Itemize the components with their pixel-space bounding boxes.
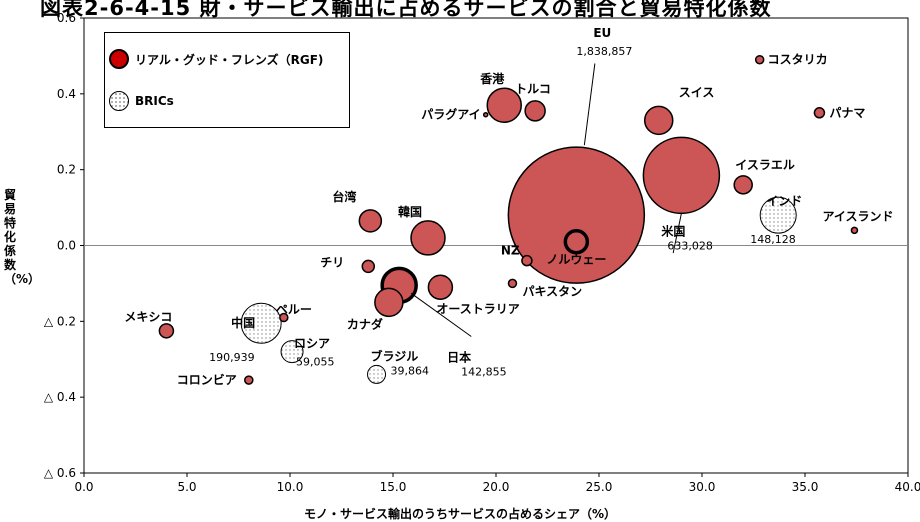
data-label-インド: インド [766,194,802,208]
legend-label-rgf: リアル・グッド・フレンズ（RGF) [135,52,324,67]
value-label-ブラジル: 39,864 [391,364,430,377]
bubble-パラグアイ [482,111,489,118]
data-label-EU: EU [593,26,611,40]
x-tick-label: 0.0 [74,480,93,494]
data-label-米国: 米国 [661,223,685,238]
value-label-中国: 190,939 [209,351,255,364]
data-label-パキスタン: パキスタン [522,284,582,298]
bubble-アイスランド [850,226,859,235]
x-tick-label: 10.0 [277,480,304,494]
y-tick-label: 0.0 [57,239,76,253]
bubble-台湾 [358,209,383,233]
y-tick-label: 0.6 [57,11,76,25]
bubble-ブラジル [367,364,387,384]
data-label-ブラジル: ブラジル [371,348,419,363]
data-label-メキシコ: メキシコ [124,310,172,324]
data-label-ノルウェー: ノルウェー [546,253,606,267]
bubble-ロシア [280,340,304,364]
data-label-中国: 中国 [231,315,255,330]
value-label-日本: 142,855 [461,365,507,378]
value-label-米国: 633,028 [667,239,713,252]
x-tick-label: 25.0 [586,480,613,494]
data-label-カナダ: カナダ [347,316,383,331]
value-label-ロシア: 59,055 [296,356,335,369]
data-label-NZ: NZ [501,244,520,258]
x-tick-label: 35.0 [792,480,819,494]
bubble-カナダ [374,287,404,318]
y-axis-label: 貿易特化係数（%） [4,188,41,286]
x-tick-label: 40.0 [895,480,920,494]
legend-item-brics: BRICs [109,91,174,111]
leader-line-EU [583,63,596,146]
data-label-韓国: 韓国 [398,204,422,219]
data-label-香港: 香港 [479,71,505,86]
legend-label-brics: BRICs [135,94,174,108]
bubble-インド [759,196,797,234]
bubble-NZ [521,254,533,267]
legend-swatch-rgf [109,49,129,69]
data-label-パラグアイ: パラグアイ [421,107,480,122]
bubble-中国 [240,302,282,344]
y-tick-label: △ 0.6 [44,466,76,480]
y-tick-label: 0.4 [57,87,76,101]
bubble-スイス [643,105,674,136]
bubble-イスラエル [733,175,753,195]
bubble-オーストラリア [427,274,454,300]
value-label-インド: 148,128 [750,233,796,246]
data-label-コロンビア: コロンビア [177,372,237,387]
bubble-香港 [486,87,522,123]
y-tick-label: △ 0.4 [44,390,76,404]
x-tick-label: 30.0 [689,480,716,494]
x-axis-label: モノ・サービス輸出のうちサービスの占めるシェア（%） [303,507,617,521]
bubble-ノルウェー [563,228,590,255]
bubble-パナマ [813,107,826,119]
value-label-EU: 1,838,857 [576,45,632,58]
data-label-ロシア: ロシア [294,337,330,351]
bubble-メキシコ [158,323,175,339]
data-label-オーストラリア: オーストラリア [436,302,519,316]
bubble-チリ [361,259,376,274]
bubble-コスタリカ [754,54,765,65]
legend-item-rgf: リアル・グッド・フレンズ（RGF) [109,49,323,69]
x-tick-label: 20.0 [483,480,510,494]
y-tick-label: △ 0.2 [44,314,76,328]
data-label-ペルー: ペルー [276,303,312,317]
data-label-パナマ: パナマ [829,106,865,120]
data-label-トルコ: トルコ [515,82,551,96]
data-label-スイス: スイス [679,85,715,99]
bubble-コロンビア [244,375,254,385]
leader-line-日本 [410,292,472,337]
bubble-パキスタン [507,278,518,289]
data-label-イスラエル: イスラエル [735,158,795,172]
data-label-台湾: 台湾 [332,189,356,204]
data-label-アイスランド: アイスランド [822,209,893,223]
x-tick-label: 5.0 [177,480,196,494]
bubble-韓国 [410,220,446,256]
bubble-ペルー [279,312,289,323]
data-label-日本: 日本 [447,349,471,364]
y-tick-label: 0.2 [57,163,76,177]
data-label-コスタリカ: コスタリカ [768,53,828,67]
bubble-EU [507,146,646,284]
bubble-米国 [642,136,721,215]
legend-swatch-brics [109,91,129,111]
data-label-チリ: チリ [320,255,344,269]
x-tick-label: 15.0 [380,480,407,494]
chart-title: 図表2-6-4-15 財・サービス輸出に占めるサービスの割合と貿易特化係数 [40,0,772,20]
bubble-トルコ [524,100,546,122]
legend: リアル・グッド・フレンズ（RGF) BRICs [104,32,350,128]
leader-line-米国 [672,213,682,254]
